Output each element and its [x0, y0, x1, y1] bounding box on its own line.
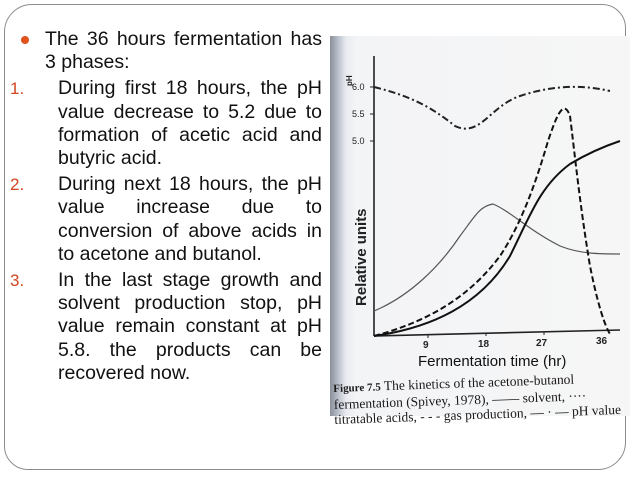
phase-item-3: 3. In the last stage growth and solvent … — [10, 269, 322, 385]
x-tick: 9 — [423, 340, 429, 351]
phase-number: 2. — [10, 175, 25, 195]
phase-text: In the last stage growth and solvent pro… — [58, 269, 322, 384]
figure-photo — [330, 36, 630, 416]
bullet-dot-icon — [21, 36, 29, 44]
x-tick: 27 — [536, 338, 548, 349]
ph-tick: 6.0 — [352, 82, 365, 92]
ph-axis-label: pH — [345, 75, 354, 86]
ph-tick: 5.5 — [352, 109, 365, 119]
caption-label: Figure 7.5 — [333, 381, 381, 395]
phase-item-2: 2. During next 18 hours, the pH value in… — [10, 173, 322, 266]
ph-axis-ticks: pH 6.0 5.5 5.0 — [345, 75, 374, 146]
phase-number: 3. — [10, 271, 25, 291]
slide-text-column: The 36 hours fermentation has 3 phases: … — [10, 28, 322, 388]
x-axis — [373, 329, 621, 337]
titratable-acids-curve — [373, 203, 621, 312]
x-axis-label: Fermentation time (hr) — [418, 353, 566, 370]
intro-bullet: The 36 hours fermentation has 3 phases: — [10, 28, 322, 74]
phase-text: During first 18 hours, the pH value decr… — [58, 77, 322, 170]
gas-production-curve — [373, 107, 611, 337]
x-tick: 36 — [596, 336, 608, 347]
solvent-curve — [373, 140, 621, 337]
phase-text: During next 18 hours, the pH value incre… — [58, 173, 322, 265]
x-axis-ticks: 9 18 27 36 — [423, 332, 608, 351]
x-tick: 18 — [478, 339, 490, 350]
ph-value-curve — [373, 85, 611, 130]
intro-bullet-text: The 36 hours fermentation has 3 phases: — [45, 28, 322, 74]
fermentation-chart: pH 6.0 5.5 5.0 Relative units 9 18 27 36… — [345, 56, 621, 370]
phase-number: 1. — [10, 79, 25, 99]
ph-tick: 5.0 — [352, 136, 365, 146]
phase-item-1: 1. During first 18 hours, the pH value d… — [10, 77, 322, 170]
y-axis-label: Relative units — [353, 208, 370, 306]
